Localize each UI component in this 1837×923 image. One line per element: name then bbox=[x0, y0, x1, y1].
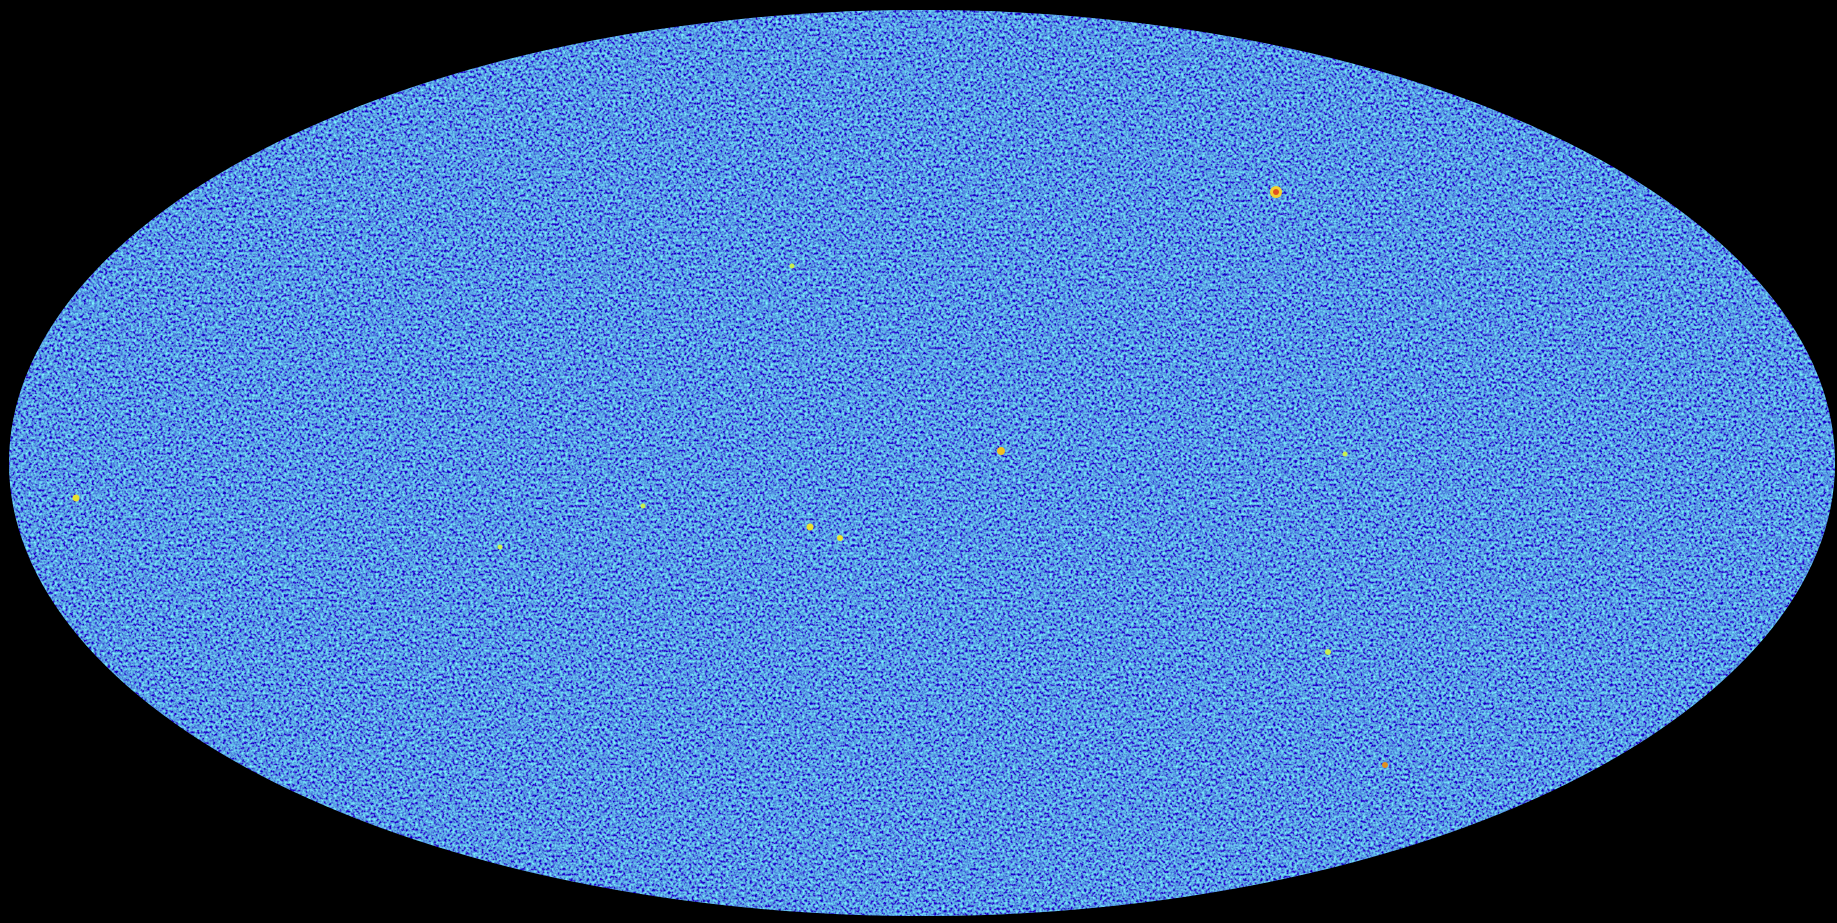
bright-source bbox=[73, 495, 80, 502]
bright-source bbox=[1382, 762, 1388, 768]
sky-map bbox=[0, 0, 1837, 923]
bright-source bbox=[807, 524, 814, 531]
bright-source-core bbox=[1273, 189, 1279, 195]
bright-source bbox=[641, 504, 646, 509]
bright-source bbox=[790, 264, 795, 269]
bright-source bbox=[498, 545, 503, 550]
bright-source bbox=[837, 535, 843, 541]
bright-source bbox=[1325, 649, 1331, 655]
page: (() => { const data = JSON.parse(documen… bbox=[0, 0, 1837, 923]
bright-source bbox=[997, 447, 1005, 455]
bright-source bbox=[1343, 452, 1348, 457]
